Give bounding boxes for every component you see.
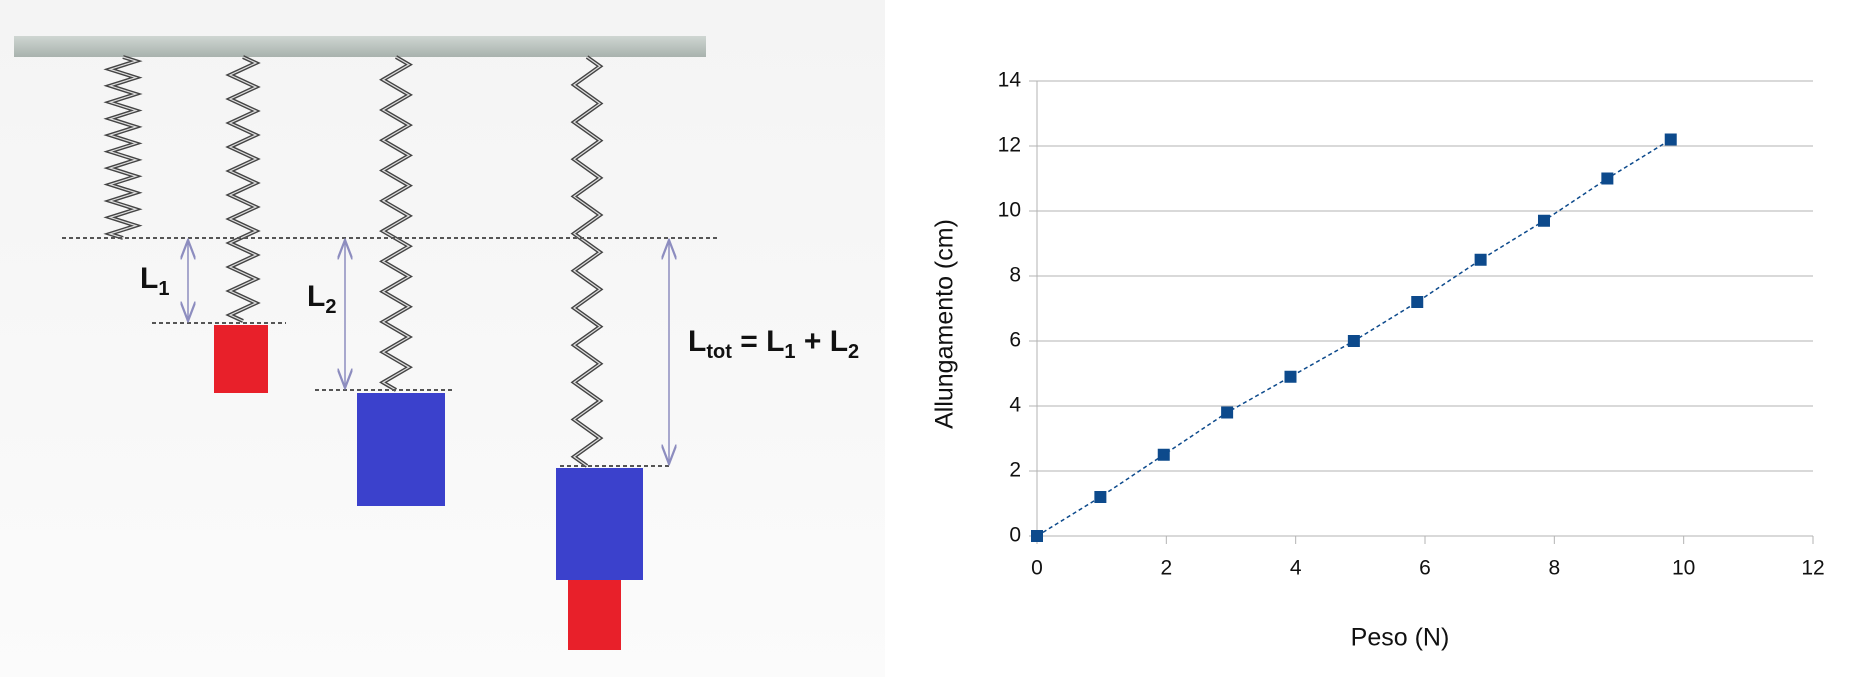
y-tick-label: 6 — [1009, 329, 1021, 352]
data-point — [1347, 335, 1360, 347]
data-point — [1221, 406, 1234, 419]
data-point — [1157, 448, 1170, 461]
formula-sub: tot — [706, 341, 732, 363]
spring-highlight — [108, 56, 138, 239]
data-point — [1474, 253, 1487, 266]
label-text: L — [140, 262, 158, 295]
blue-mass — [556, 468, 643, 580]
label-text: L — [307, 280, 325, 313]
data-point — [1601, 172, 1614, 185]
spring-highlight — [228, 56, 258, 322]
formula-text: = L — [732, 325, 785, 358]
y-tick-label: 10 — [998, 199, 1021, 222]
x-axis-title: Peso (N) — [1351, 624, 1450, 652]
reference-lines — [62, 237, 720, 467]
label-l1: L1 — [140, 262, 169, 300]
y-axis-title: Allungamento (cm) — [931, 219, 959, 429]
spring-highlight — [381, 56, 411, 391]
x-tick-label: 10 — [1672, 557, 1695, 580]
label-sub: 2 — [325, 296, 336, 318]
formula: Ltot = L1 + L2 — [688, 325, 859, 363]
y-tick-label: 14 — [998, 69, 1022, 92]
formula-text: + L — [796, 325, 849, 358]
spring-highlight — [572, 56, 602, 467]
y-tick-label: 12 — [998, 134, 1021, 157]
spring-diagram: L1 L2 Ltot = L1 + L2 — [0, 0, 885, 677]
data-point — [1284, 370, 1297, 383]
x-tick-label: 4 — [1290, 557, 1302, 580]
ceiling — [14, 36, 706, 57]
red-mass — [568, 580, 621, 650]
formula-text: L — [688, 325, 706, 358]
data-point — [1031, 530, 1043, 542]
y-tick-label: 8 — [1009, 264, 1021, 287]
y-tick-label: 0 — [1009, 524, 1021, 547]
x-tick-label: 12 — [1801, 557, 1824, 580]
springs — [103, 55, 604, 468]
chart: Peso (N) Allungamento (cm) 0 2 4 6 8 10 12 14 0 2… — [931, 69, 1825, 652]
data-point — [1094, 491, 1107, 503]
data-point — [1664, 133, 1677, 146]
label-sub: 1 — [158, 278, 169, 300]
data-point — [1411, 296, 1424, 308]
label-l2: L2 — [307, 280, 336, 318]
y-tick-label: 4 — [1009, 394, 1021, 417]
y-tick-label: 2 — [1009, 459, 1021, 482]
x-tick-label: 0 — [1031, 557, 1043, 580]
red-mass — [214, 325, 268, 393]
blue-mass — [357, 393, 445, 506]
diagram-background — [0, 0, 885, 677]
x-tick-label: 2 — [1160, 557, 1172, 580]
formula-sub: 2 — [848, 341, 859, 363]
formula-sub: 1 — [784, 341, 795, 363]
x-tick-label: 6 — [1419, 557, 1431, 580]
x-tick-label: 8 — [1548, 557, 1560, 580]
arrows — [188, 240, 669, 464]
data-point — [1537, 214, 1550, 227]
